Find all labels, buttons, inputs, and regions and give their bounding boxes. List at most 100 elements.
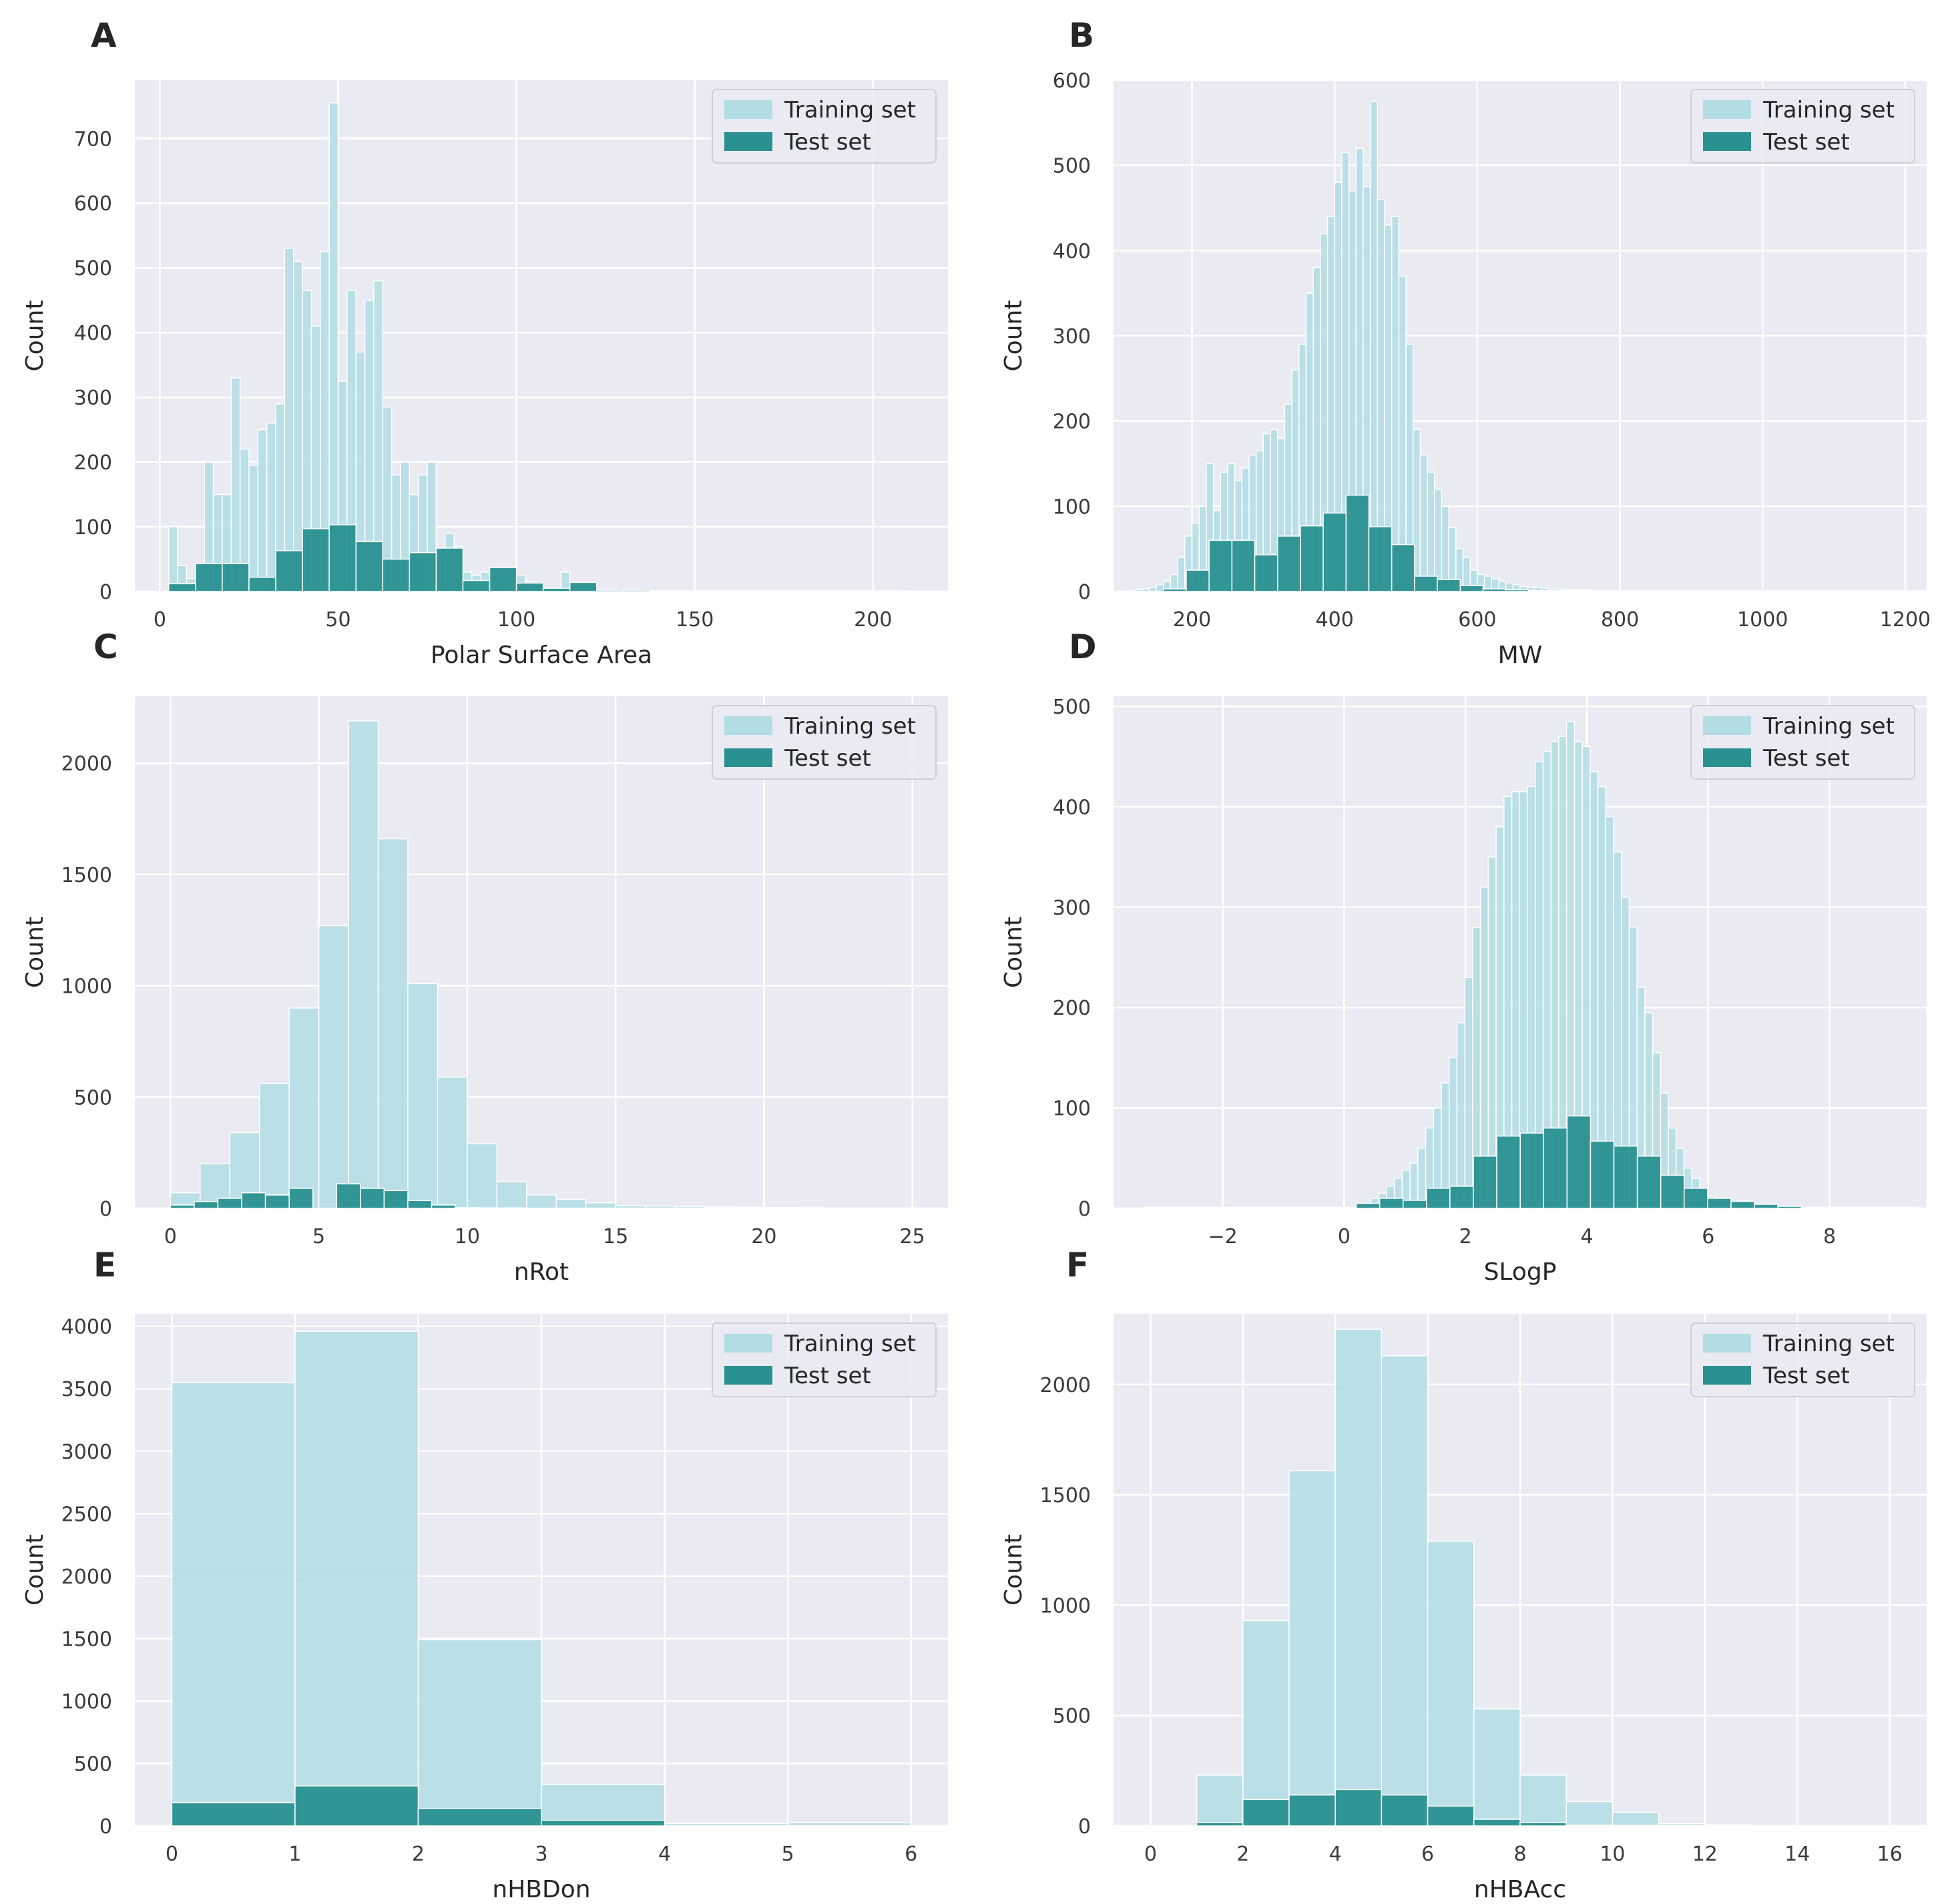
y-tick-label: 600 <box>74 192 112 216</box>
test-bar <box>462 579 491 592</box>
test-bar <box>1613 1146 1638 1209</box>
test-bar <box>1231 539 1256 592</box>
training-series <box>1143 720 1889 1209</box>
y-axis-label: Count <box>21 917 49 988</box>
x-tick-label: −2 <box>1208 1225 1237 1248</box>
training-bar <box>266 423 276 592</box>
test-bar <box>596 589 624 592</box>
test-bar <box>1276 535 1301 592</box>
training-bar <box>377 838 409 1209</box>
legend-swatch-test <box>724 1366 772 1385</box>
training-bar <box>1143 1206 1152 1209</box>
test-bar <box>264 1194 290 1209</box>
x-tick-label: 50 <box>325 608 350 632</box>
test-bar <box>1847 1206 1873 1209</box>
training-bar <box>1190 1206 1200 1209</box>
training-bar <box>1315 1206 1324 1209</box>
y-tick-label: 3500 <box>61 1378 112 1401</box>
training-bar <box>1284 1206 1293 1209</box>
training-bar <box>1245 1206 1254 1209</box>
training-bar <box>526 1194 557 1209</box>
test-bar <box>1403 1200 1427 1209</box>
test-bar <box>1427 1805 1475 1827</box>
test-bar <box>1368 526 1393 592</box>
y-tick-label: 2000 <box>1040 1374 1091 1397</box>
test-bar <box>195 563 223 592</box>
training-bar <box>1151 1206 1160 1209</box>
y-tick-label: 500 <box>1053 155 1091 178</box>
test-bar <box>275 550 303 592</box>
training-bar <box>1268 1206 1278 1209</box>
y-axis-label: Count <box>1000 300 1027 372</box>
test-bar <box>1566 1115 1592 1209</box>
training-series <box>171 1331 912 1827</box>
training-bar <box>1242 1620 1290 1827</box>
y-tick-label: 500 <box>74 1752 112 1776</box>
y-tick-label: 4000 <box>61 1316 112 1339</box>
y-tick-label: 400 <box>1053 240 1091 263</box>
legend-label-training: Training set <box>784 1331 916 1357</box>
y-tick-label: 0 <box>99 1198 112 1221</box>
test-bar <box>1459 585 1484 592</box>
legend-swatch-test <box>1703 748 1751 767</box>
panel-label: E <box>93 1246 117 1284</box>
x-tick-label: 2 <box>412 1843 425 1866</box>
panel-label: F <box>1066 1246 1090 1284</box>
y-tick-label: 0 <box>1078 1815 1091 1839</box>
legend-label-test: Test set <box>1762 1363 1850 1389</box>
x-axis-label: nHBAcc <box>1474 1876 1566 1903</box>
legend-label-training: Training set <box>1762 1331 1895 1357</box>
test-bar <box>1473 1156 1497 1209</box>
legend-label-training: Training set <box>1762 713 1895 740</box>
training-bar <box>1166 1206 1176 1209</box>
test-bar <box>1449 1186 1474 1209</box>
y-tick-label: 0 <box>1078 581 1091 604</box>
test-bar <box>1519 1132 1545 1209</box>
legend-label-test: Test set <box>1762 745 1850 772</box>
training-bar <box>171 1382 296 1827</box>
test-series <box>1163 494 1895 592</box>
training-bar <box>1612 1812 1660 1827</box>
test-bar <box>1871 1206 1896 1209</box>
y-tick-label: 100 <box>1053 1098 1091 1121</box>
chart-panel-b: 200 400 600 800 1000 12000100200300400500600M… <box>1000 69 1931 669</box>
y-tick-label: 1500 <box>61 864 112 887</box>
training-bar <box>1148 586 1157 592</box>
test-bar <box>383 1190 409 1209</box>
chart-panel-c: 0 5 10 15 20 25 0 500 1000 1500 2000 nRot Count Train… <box>21 696 948 1286</box>
training-bar <box>585 1202 616 1209</box>
training-bar <box>1417 1148 1427 1209</box>
test-series <box>1196 1789 1891 1827</box>
training-bar <box>1391 216 1400 592</box>
y-tick-label: 2500 <box>61 1503 112 1526</box>
legend: Training set Test set <box>1690 1323 1915 1397</box>
training-bar <box>1427 1540 1475 1827</box>
training-bar <box>1331 1206 1341 1209</box>
test-bar <box>1612 1825 1660 1827</box>
test-series <box>171 1785 912 1827</box>
training-bar <box>1335 1329 1383 1827</box>
training-bar <box>1448 1057 1458 1209</box>
x-tick-label: 800 <box>1601 608 1639 632</box>
training-bar <box>1381 1355 1429 1827</box>
training-bar <box>1177 557 1186 592</box>
test-bar <box>1345 494 1370 592</box>
x-axis-label: nHBDon <box>492 1876 590 1903</box>
test-bar <box>336 1183 361 1209</box>
training-bar <box>1307 1206 1317 1209</box>
test-bar <box>407 1200 433 1209</box>
test-bar <box>1208 539 1233 592</box>
test-bar <box>489 567 517 592</box>
test-bar <box>515 582 544 592</box>
training-bar <box>1464 977 1473 1209</box>
test-bar <box>569 581 597 592</box>
test-bar <box>417 1808 542 1827</box>
test-bar <box>1824 1206 1849 1209</box>
training-series <box>1196 1329 1891 1827</box>
test-bar <box>217 1198 242 1209</box>
x-tick-label: 8 <box>1513 1843 1526 1866</box>
x-tick-label: 2 <box>1236 1843 1249 1866</box>
training-bar <box>1229 1206 1238 1209</box>
y-tick-label: 400 <box>1053 796 1091 819</box>
